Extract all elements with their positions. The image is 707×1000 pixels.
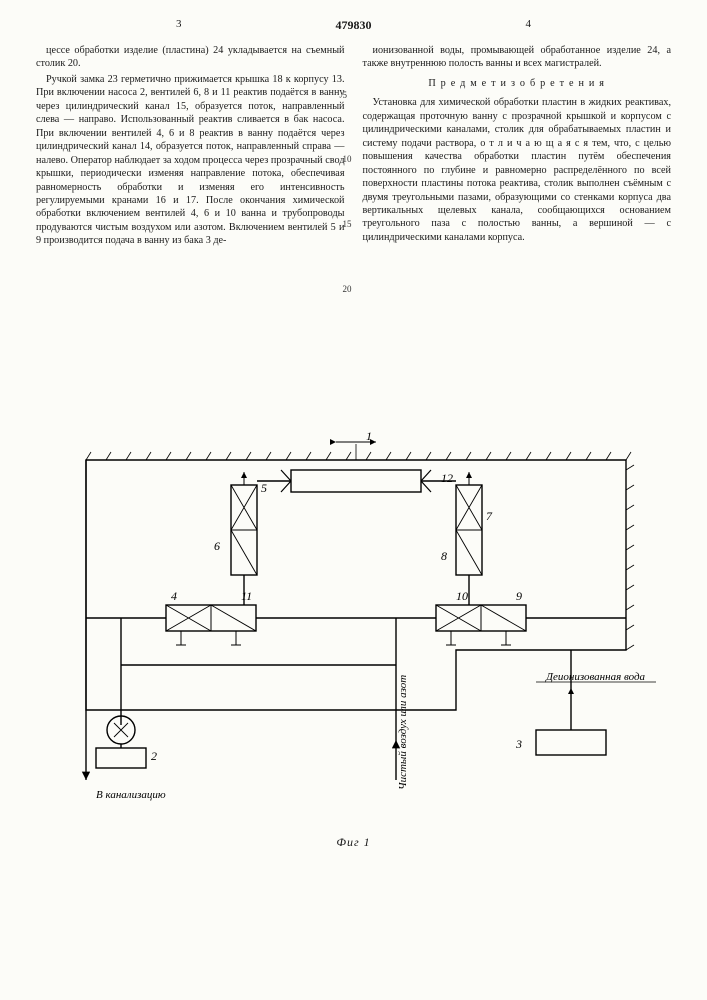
- label-9: 9: [516, 589, 522, 603]
- left-column: цессе обработки изделие (пластина) 24 ук…: [36, 44, 345, 250]
- pump-2: 2: [96, 716, 157, 768]
- air-inlet: Чистый воздух или азот: [396, 675, 409, 790]
- line-marker-10: 10: [343, 154, 352, 166]
- label-5: 5: [261, 481, 267, 495]
- device-1: 1: [281, 430, 431, 492]
- air-label: Чистый воздух или азот: [397, 675, 409, 790]
- label-7: 7: [486, 509, 493, 523]
- label-11: 11: [241, 589, 252, 603]
- label-8: 8: [441, 549, 447, 563]
- valve-4-11: 4 11: [166, 575, 256, 645]
- figure-caption: Фиг 1: [36, 835, 671, 850]
- label-1: 1: [366, 430, 372, 443]
- left-para-1: цессе обработки изделие (пластина) 24 ук…: [36, 44, 345, 71]
- label-2: 2: [151, 749, 157, 763]
- figure-1: 1 5 6 12 7 8: [36, 430, 671, 850]
- drain-label: В канализацию: [96, 789, 166, 801]
- text-columns: цессе обработки изделие (пластина) 24 ук…: [36, 44, 671, 250]
- line-marker-20: 20: [343, 284, 352, 296]
- tank-3: 3 Деионизованная вода: [515, 618, 656, 755]
- patent-number: 479830: [0, 18, 707, 33]
- right-para-2: Установка для химической обработки пласт…: [363, 96, 672, 244]
- page: 3 479830 4 цессе обработки изделие (плас…: [0, 0, 707, 1000]
- column-number-right: 4: [526, 18, 532, 30]
- label-12: 12: [441, 471, 453, 485]
- label-4: 4: [171, 589, 177, 603]
- label-6: 6: [214, 539, 220, 553]
- valve-10-9: 10 9: [436, 575, 526, 645]
- water-label: Деионизованная вода: [545, 671, 646, 683]
- line-marker-5: 5: [343, 90, 348, 102]
- claim-title: П р е д м е т и з о б р е т е н и я: [363, 77, 672, 90]
- valve-12-7-8: 12 7 8: [421, 471, 493, 575]
- right-column: 5 10 15 20 ионизованной воды, промывающе…: [363, 44, 672, 250]
- schematic-svg: 1 5 6 12 7 8: [36, 430, 671, 830]
- right-para-1: ионизованной воды, промывающей обработан…: [363, 44, 672, 71]
- line-marker-15: 15: [343, 219, 352, 231]
- valve-5-6: 5 6: [214, 472, 291, 575]
- label-3: 3: [515, 737, 522, 751]
- left-para-2: Ручкой замка 23 герметично прижимается к…: [36, 73, 345, 248]
- label-10: 10: [456, 589, 468, 603]
